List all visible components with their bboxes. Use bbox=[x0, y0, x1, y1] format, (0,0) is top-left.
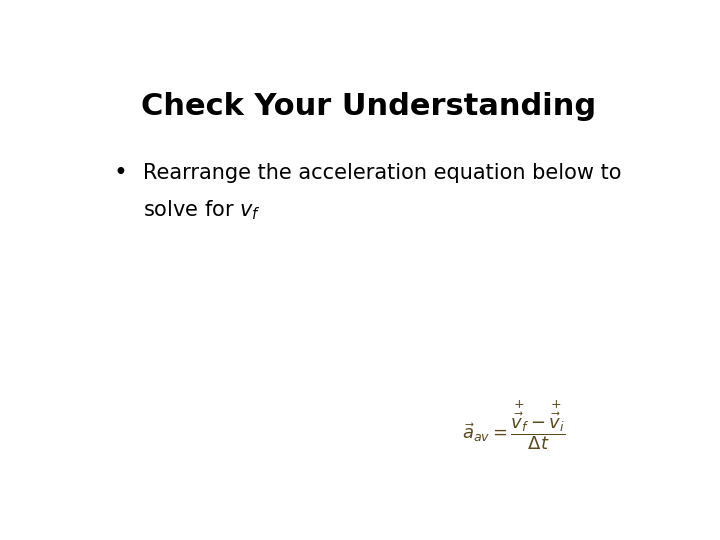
Text: Rearrange the acceleration equation below to: Rearrange the acceleration equation belo… bbox=[143, 163, 621, 183]
Text: Check Your Understanding: Check Your Understanding bbox=[141, 92, 597, 121]
Text: $\vec{a}_{av} = \dfrac{\overset{+}{\vec{v}_f} - \overset{+}{\vec{v}_i}}{\Delta t: $\vec{a}_{av} = \dfrac{\overset{+}{\vec{… bbox=[462, 400, 566, 453]
Text: •: • bbox=[114, 161, 127, 185]
Text: solve for $v_f$: solve for $v_f$ bbox=[143, 199, 261, 222]
